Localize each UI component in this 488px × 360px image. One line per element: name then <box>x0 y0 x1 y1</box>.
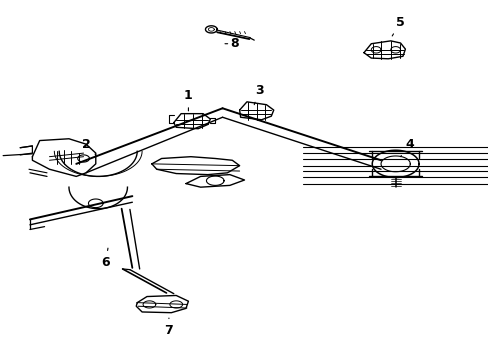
Text: 8: 8 <box>224 37 239 50</box>
Text: 2: 2 <box>81 138 96 155</box>
Text: 5: 5 <box>391 16 404 36</box>
Text: 6: 6 <box>101 248 110 269</box>
Text: 4: 4 <box>400 138 414 157</box>
Text: 7: 7 <box>164 318 173 337</box>
Text: 3: 3 <box>254 84 263 105</box>
Text: 1: 1 <box>183 89 192 111</box>
